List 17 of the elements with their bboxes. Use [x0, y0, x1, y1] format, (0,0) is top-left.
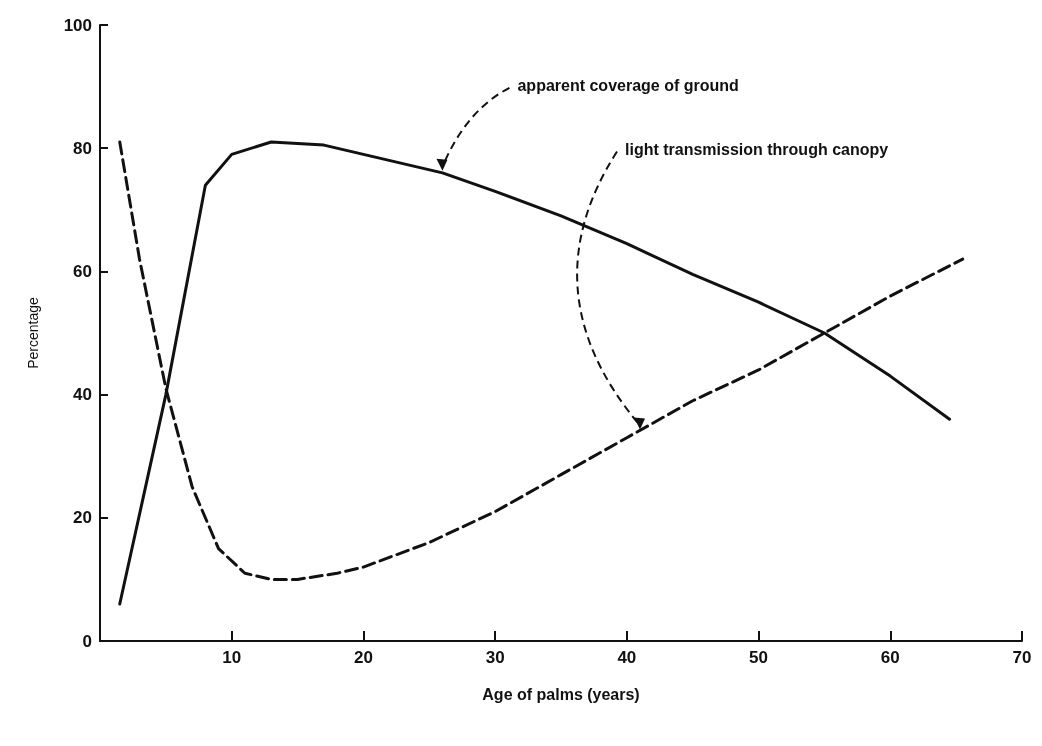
x-tick-label: 20 — [353, 648, 373, 667]
x-tick-label: 60 — [880, 648, 900, 667]
y-axis-title: Percentage — [25, 296, 41, 369]
annotation: light transmission through canopy — [625, 141, 889, 159]
x-tick-label: 10 — [222, 648, 242, 667]
y-tick-label: 20 — [73, 508, 92, 528]
y-tick-label: 0 — [82, 631, 92, 651]
x-tick-label: 50 — [749, 648, 769, 667]
x-tick-label: 40 — [617, 648, 637, 667]
x-tick-label: 70 — [1012, 648, 1032, 667]
annotation: apparent coverage of ground — [517, 77, 739, 95]
y-tick-label: 40 — [73, 385, 92, 405]
x-tick-label: 30 — [485, 648, 505, 667]
x-axis-title: Age of palms (years) — [482, 685, 640, 703]
y-tick-label: 100 — [63, 15, 92, 35]
y-tick-label: 80 — [73, 138, 92, 158]
y-tick-label: 60 — [73, 261, 92, 281]
